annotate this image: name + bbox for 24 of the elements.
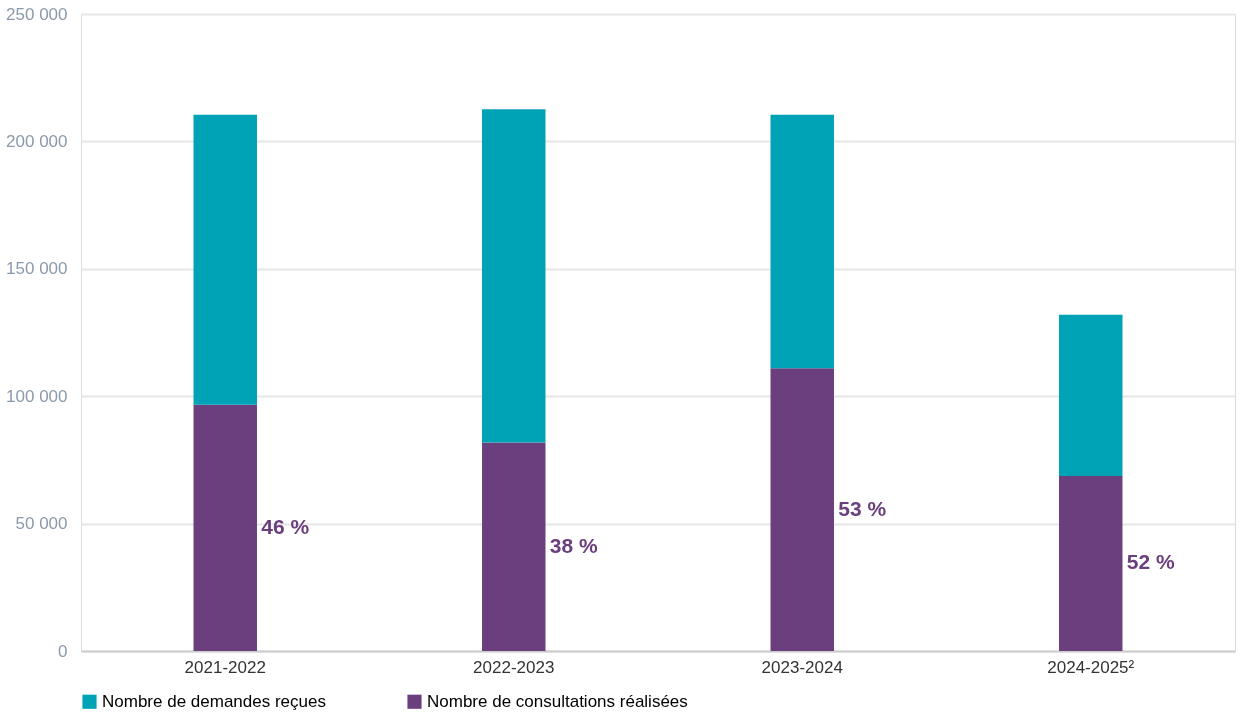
bar xyxy=(482,109,546,443)
annotation: 46 % xyxy=(261,514,310,538)
annotation: 52 % xyxy=(1126,550,1175,574)
annotation: 38 % xyxy=(549,533,598,557)
bar xyxy=(193,114,257,405)
bar xyxy=(1059,314,1123,476)
y-tick-label: 100 000 xyxy=(6,386,68,406)
bar xyxy=(193,404,257,651)
bar xyxy=(770,114,834,369)
bar xyxy=(1059,475,1123,651)
y-tick-label: 200 000 xyxy=(6,131,68,151)
x-tick-label: 2021-2022 xyxy=(184,657,266,677)
legend-label: Nombre de consultations réalisées xyxy=(427,691,688,711)
y-tick-label: 150 000 xyxy=(6,259,68,279)
y-tick-label: 50 000 xyxy=(15,514,68,534)
y-tick-label: 250 000 xyxy=(6,4,68,24)
x-tick-label: 2022-2023 xyxy=(473,657,555,677)
annotation: 53 % xyxy=(838,496,887,520)
legend-label: Nombre de demandes reçues xyxy=(102,691,326,711)
x-tick-label: 2023-2024 xyxy=(761,657,843,677)
bar xyxy=(482,442,546,651)
x-tick-label: 2024-2025² xyxy=(1047,657,1135,677)
bar xyxy=(770,368,834,651)
y-tick-label: 0 xyxy=(58,641,68,661)
